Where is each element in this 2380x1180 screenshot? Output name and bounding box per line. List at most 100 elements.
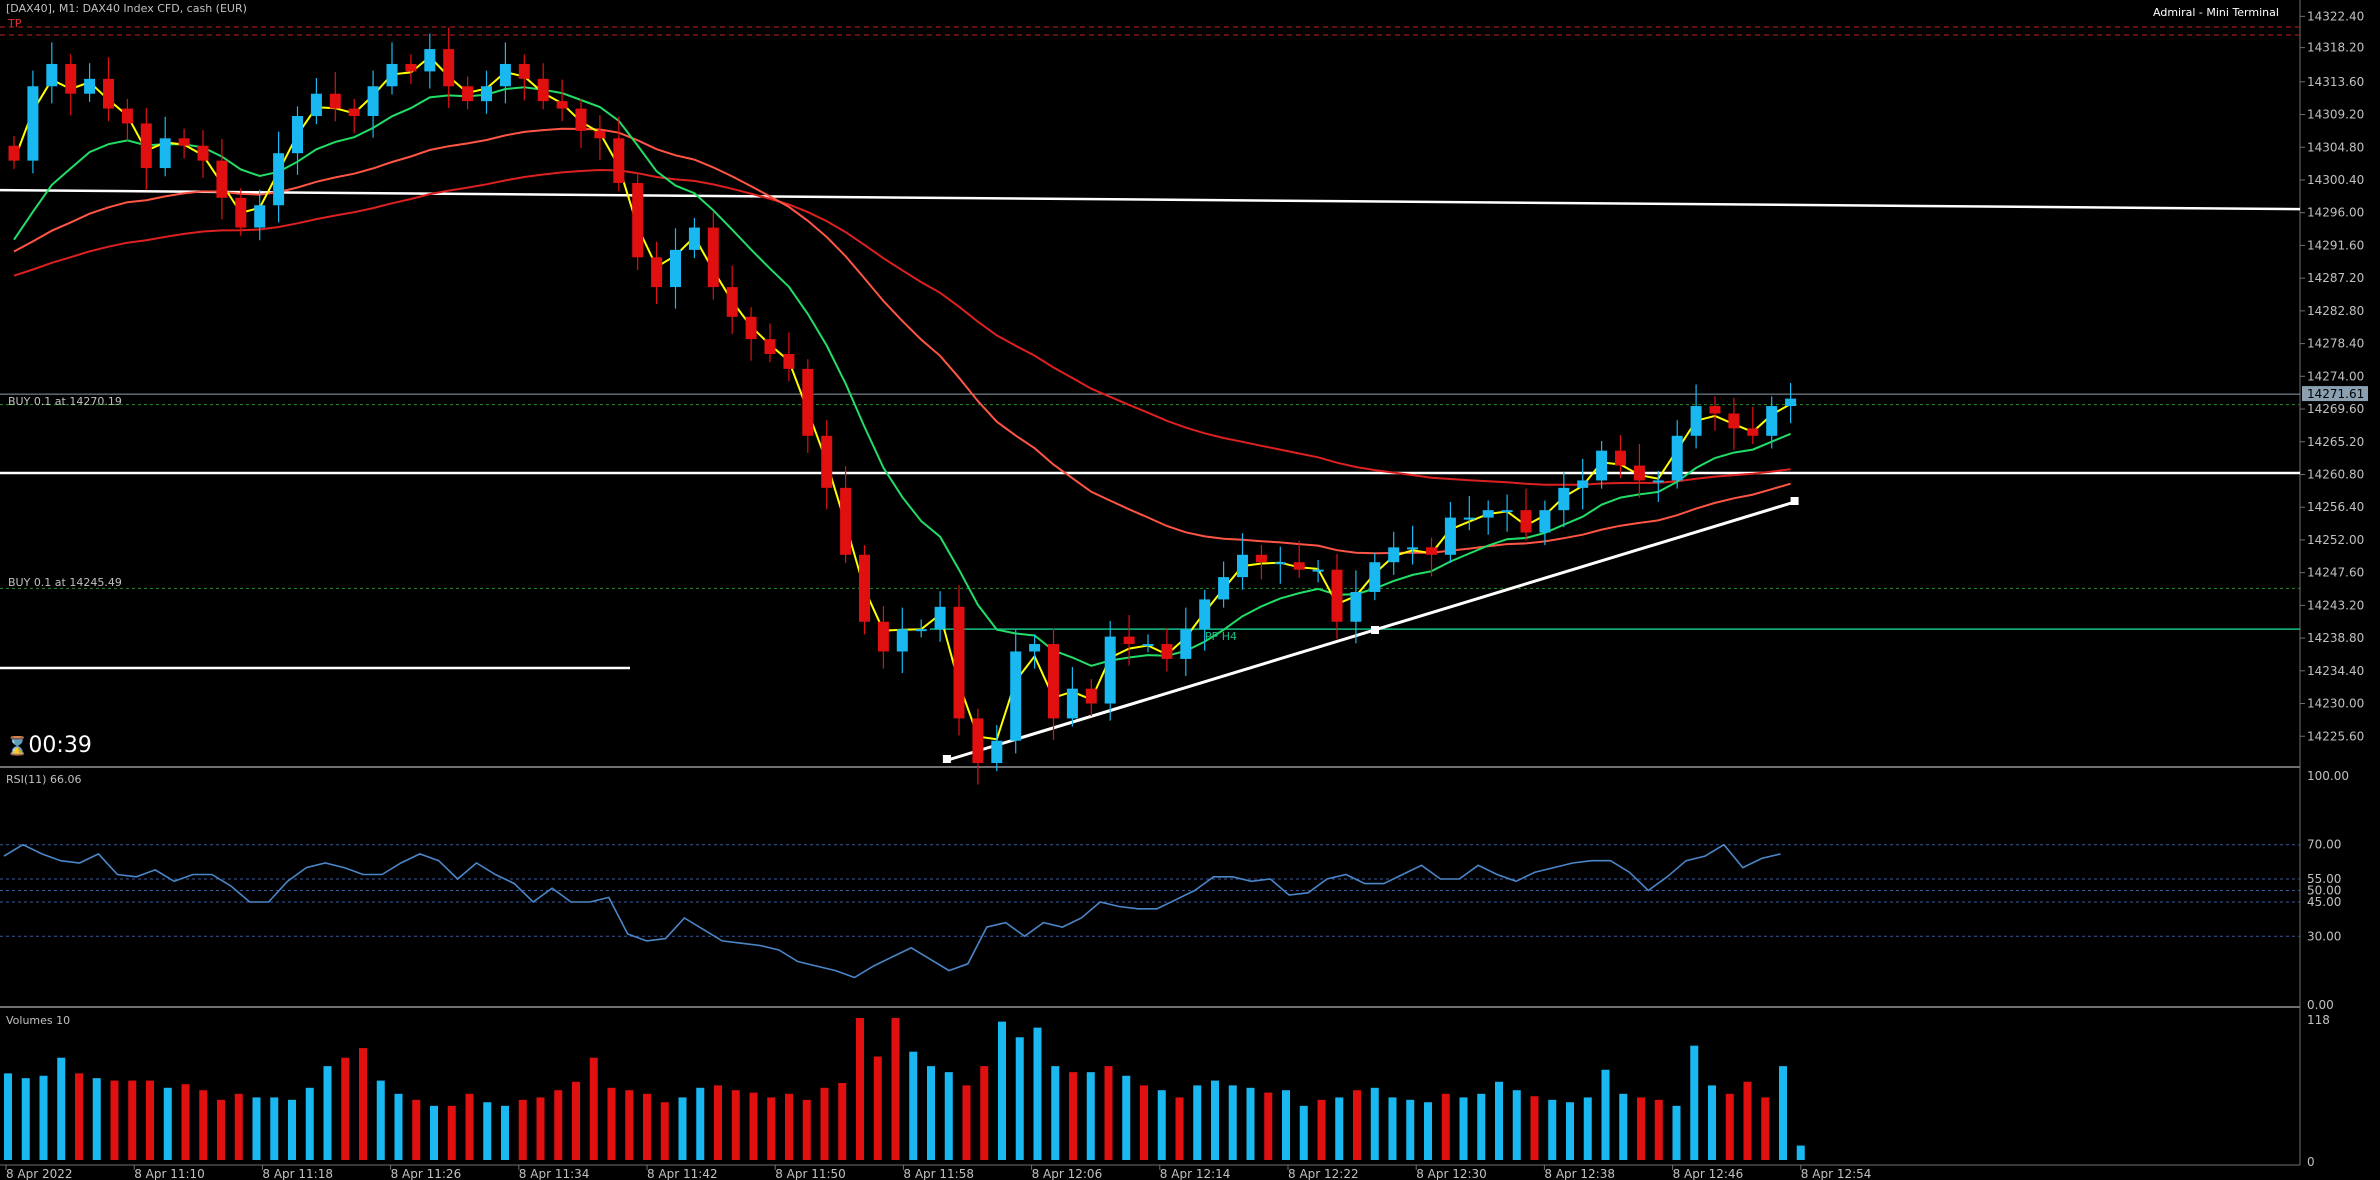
- volume-bar: [146, 1080, 154, 1160]
- candle-body: [1766, 406, 1778, 436]
- volume-bar: [1761, 1097, 1770, 1160]
- grid-layer: [0, 0, 2301, 1166]
- candle-body: [1180, 629, 1192, 659]
- volume-bar: [962, 1085, 971, 1160]
- price-tick-label: 14282.80: [2307, 304, 2364, 318]
- time-tick-label: 8 Apr 12:06: [1032, 1167, 1103, 1180]
- volume-bar: [4, 1073, 12, 1160]
- candle-body: [1237, 554, 1248, 578]
- volume-bar: [376, 1080, 385, 1160]
- price-tick-label: 14265.20: [2307, 435, 2364, 449]
- candle-body: [1539, 510, 1551, 533]
- candle-body: [103, 78, 114, 109]
- candle-body: [1255, 554, 1267, 563]
- candle-body: [934, 606, 946, 630]
- candle-body: [1596, 450, 1608, 481]
- volume-bar: [927, 1066, 935, 1160]
- rsi-level-label: 45.00: [2307, 895, 2341, 909]
- volume-bar: [678, 1097, 687, 1160]
- volume-bar: [1282, 1090, 1290, 1160]
- volume-bar: [501, 1105, 509, 1160]
- volume-bar: [430, 1105, 438, 1160]
- volume-bar: [1601, 1069, 1610, 1160]
- candle-body: [1293, 562, 1305, 570]
- candle-body: [840, 487, 852, 555]
- ema-medium-line: [13, 86, 1791, 667]
- candle-body: [518, 63, 530, 79]
- volume-bar: [252, 1097, 261, 1160]
- trendline-handle: [1790, 497, 1799, 505]
- candle-body: [329, 93, 341, 109]
- candle-body: [1444, 517, 1456, 555]
- time-tick-label: 8 Apr 11:18: [262, 1167, 333, 1180]
- rsi-level-label: 30.00: [2307, 929, 2341, 943]
- volume-bar: [1157, 1090, 1166, 1160]
- candle-body: [1218, 577, 1230, 600]
- volume-bar: [820, 1087, 829, 1160]
- volume-bar: [1654, 1099, 1663, 1160]
- price-tick-label: 14296.00: [2307, 206, 2364, 220]
- volume-bar: [359, 1048, 367, 1160]
- volume-bar: [944, 1072, 953, 1160]
- order-label-1[interactable]: BUY 0.1 at 14270.19: [8, 395, 122, 408]
- candle-body: [273, 153, 285, 206]
- volume-bar: [92, 1078, 101, 1160]
- candle-body: [613, 138, 625, 183]
- rsi-level-label: 50.00: [2307, 884, 2341, 898]
- volume-bar: [660, 1102, 669, 1160]
- volume-bar: [1175, 1097, 1184, 1160]
- volume-bar: [39, 1075, 48, 1160]
- candle-body: [405, 63, 417, 72]
- candle-body: [1331, 569, 1343, 622]
- candle-body: [688, 227, 700, 250]
- candle-body: [1633, 465, 1645, 481]
- volume-bar: [1140, 1085, 1148, 1160]
- time-tick-label: 8 Apr 12:22: [1288, 1167, 1359, 1180]
- tp-label: TP: [8, 17, 22, 30]
- volume-bar: [572, 1081, 580, 1160]
- volume-bar: [731, 1090, 740, 1160]
- candle-body: [859, 554, 870, 622]
- volume-bar: [873, 1056, 882, 1160]
- candle-body: [216, 160, 228, 198]
- order-label-2[interactable]: BUY 0.1 at 14245.49: [8, 576, 122, 589]
- time-tick-label: 8 Apr 11:34: [519, 1167, 590, 1180]
- volume-bar: [838, 1082, 847, 1160]
- volume-bar: [1193, 1085, 1202, 1160]
- price-tick-label: 14287.20: [2307, 271, 2364, 285]
- volume-bar: [1743, 1081, 1752, 1160]
- time-tick-label: 8 Apr 11:10: [134, 1167, 205, 1180]
- candles[interactable]: [8, 27, 1797, 785]
- volume-bar: [1424, 1102, 1432, 1160]
- volume-bar: [518, 1099, 527, 1160]
- volume-bar: [998, 1021, 1006, 1160]
- price-tick-label: 14300.40: [2307, 173, 2364, 187]
- candle-body: [1274, 562, 1286, 565]
- volume-bar: [909, 1051, 918, 1160]
- candle-body: [1199, 599, 1211, 630]
- volume-tick-label: 0: [2307, 1155, 2315, 1169]
- volume-bar: [749, 1092, 758, 1160]
- candle-body: [1728, 413, 1740, 429]
- volume-bar: [607, 1087, 616, 1160]
- volume-bar: [1122, 1075, 1131, 1160]
- terminal-label[interactable]: Admiral - Mini Terminal: [2153, 6, 2279, 19]
- volume-bar: [1566, 1102, 1574, 1160]
- candle-body: [1010, 651, 1022, 741]
- price-tick-label: 14304.80: [2307, 140, 2364, 154]
- volume-bar: [128, 1080, 137, 1160]
- candle-body: [462, 86, 474, 102]
- volume-bar: [1388, 1097, 1397, 1160]
- price-tick-label: 14225.60: [2307, 729, 2364, 743]
- price-tick-label: 14269.60: [2307, 402, 2364, 416]
- candle-body: [310, 93, 322, 117]
- resistance-line: [0, 188, 2301, 211]
- volume-bar: [1512, 1090, 1521, 1160]
- candle-body: [159, 138, 171, 169]
- candle-body: [1350, 591, 1362, 622]
- time-tick-label: 8 Apr 11:50: [775, 1167, 846, 1180]
- volume-bar: [1317, 1099, 1326, 1160]
- candle-body: [1142, 644, 1154, 647]
- volume-bar: [856, 1018, 864, 1160]
